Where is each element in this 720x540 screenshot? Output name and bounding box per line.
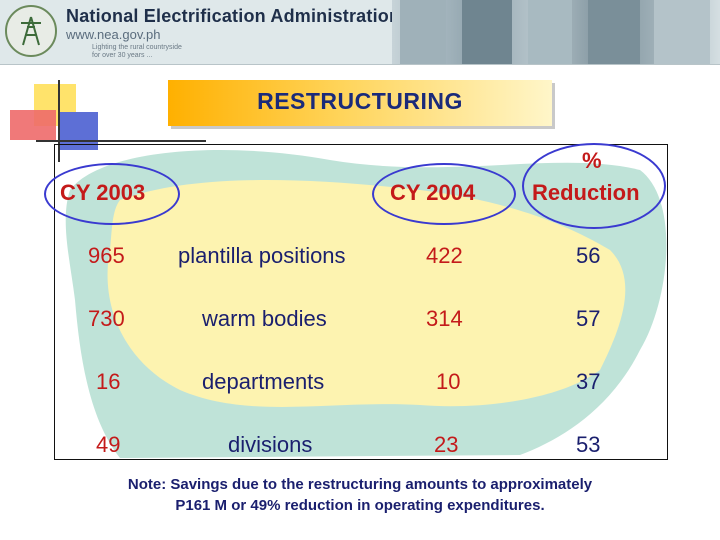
decorative-blue-square xyxy=(58,112,98,150)
row4-cy2003: 49 xyxy=(96,432,121,457)
row1-cy2004: 422 xyxy=(426,243,463,268)
nea-logo xyxy=(5,5,57,57)
header-reduction-percent: % xyxy=(582,148,602,173)
header-cy2004: CY 2004 xyxy=(390,180,476,205)
decorative-vertical-line xyxy=(58,80,60,162)
row1-cy2003: 965 xyxy=(88,243,125,268)
row1-item: plantilla positions xyxy=(178,243,346,268)
title-banner: RESTRUCTURING xyxy=(168,80,552,126)
cy2004-oval xyxy=(372,163,516,225)
footnote: Note: Savings due to the restructuring a… xyxy=(20,474,700,516)
footnote-line-1: Note: Savings due to the restructuring a… xyxy=(127,476,593,493)
tagline-line-1: Lighting the rural countryside xyxy=(92,44,182,51)
row3-reduction: 37 xyxy=(576,369,601,394)
decorative-horizontal-line xyxy=(36,140,206,142)
row1-reduction: 56 xyxy=(576,243,601,268)
row3-item: departments xyxy=(202,369,325,394)
row4-item: divisions xyxy=(228,432,313,457)
tagline-line-2: for over 30 years ... xyxy=(92,52,153,59)
slide-title: RESTRUCTURING xyxy=(257,88,463,114)
row2-reduction: 57 xyxy=(576,306,601,331)
header-cy2003: CY 2003 xyxy=(60,180,146,205)
row2-item: warm bodies xyxy=(202,306,327,331)
photo-panel xyxy=(400,0,446,64)
table-frame xyxy=(54,144,668,460)
row2-cy2004: 314 xyxy=(426,306,463,331)
photo-panel xyxy=(654,0,710,64)
header-banner: National Electrification Administration … xyxy=(0,0,720,65)
row3-cy2003: 16 xyxy=(96,369,121,394)
footnote-line-2: P161 M or 49% reduction in operating exp… xyxy=(175,497,545,514)
photo-panel xyxy=(528,0,572,64)
org-url: www.nea.gov.ph xyxy=(66,27,161,42)
row4-reduction: 53 xyxy=(576,432,601,457)
row3-cy2004: 10 xyxy=(436,369,461,394)
decorative-red-square xyxy=(10,110,56,140)
photo-panel xyxy=(462,0,512,64)
org-name: National Electrification Administration xyxy=(66,6,401,26)
photo-panel xyxy=(588,0,640,64)
transmission-tower-icon xyxy=(21,16,41,46)
reduction-oval xyxy=(522,143,666,229)
row4-cy2004: 23 xyxy=(434,432,459,457)
row2-cy2003: 730 xyxy=(88,306,125,331)
tagline: Lighting the rural countryside for over … xyxy=(92,44,182,60)
cy2003-oval xyxy=(44,163,180,225)
header-reduction: Reduction xyxy=(532,180,640,205)
header-photo-collage xyxy=(392,0,720,64)
